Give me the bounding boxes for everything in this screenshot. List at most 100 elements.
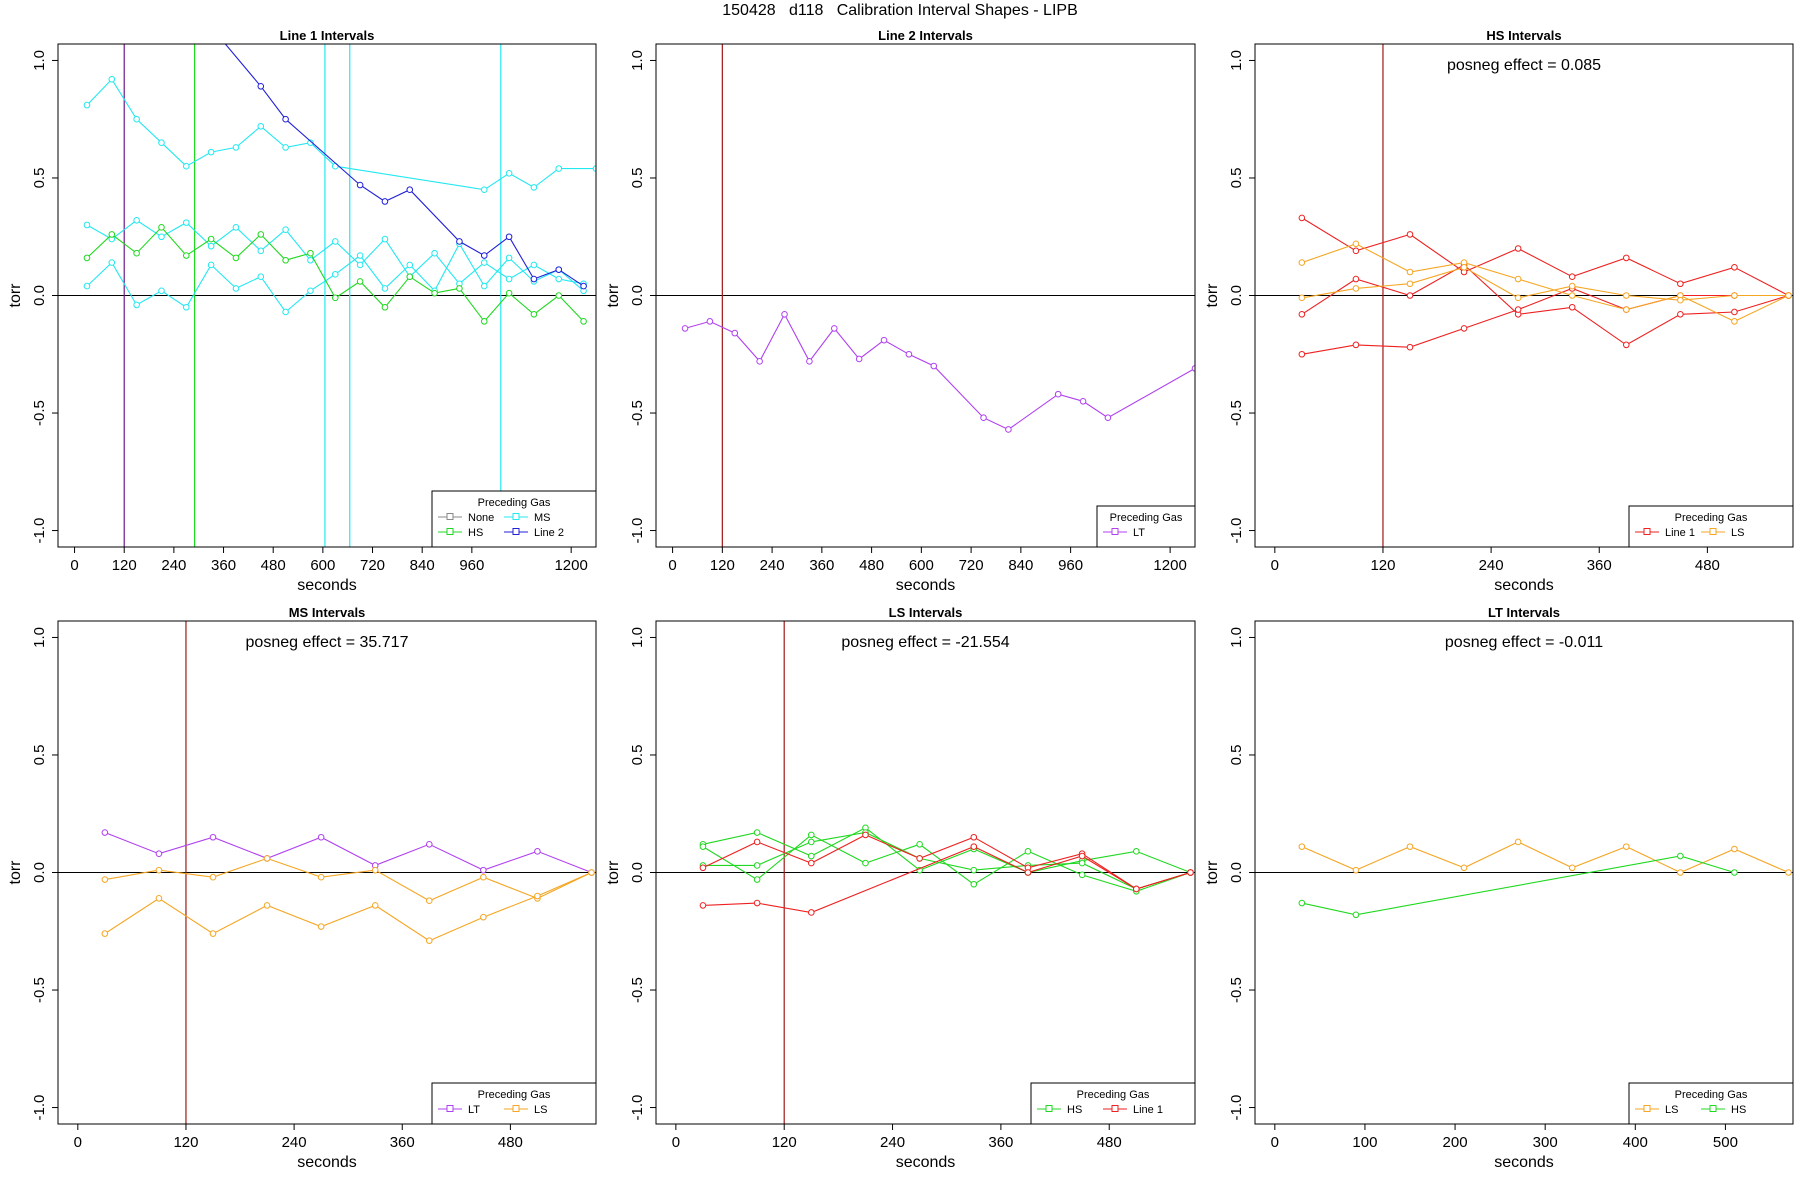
legend-title: Preceding Gas xyxy=(1675,1089,1748,1101)
y-tick-label: 0.5 xyxy=(629,745,646,766)
data-point xyxy=(753,899,761,907)
data-point xyxy=(133,249,140,257)
data-point xyxy=(1731,292,1738,299)
legend-swatch-marker xyxy=(446,1105,454,1112)
data-point xyxy=(534,848,541,855)
data-point xyxy=(207,261,215,269)
legend-entry-label: Line 1 xyxy=(1665,527,1695,539)
data-point xyxy=(1460,864,1468,872)
data-point xyxy=(505,233,513,241)
data-point xyxy=(1298,311,1306,318)
data-point xyxy=(282,226,289,233)
data-point xyxy=(555,292,563,299)
data-point xyxy=(580,318,587,325)
x-tick-label: 240 xyxy=(161,557,186,574)
data-point xyxy=(371,902,379,909)
data-point xyxy=(1298,899,1306,907)
y-tick-label: -0.5 xyxy=(1228,977,1245,1003)
x-tick-label: 600 xyxy=(310,557,335,574)
data-point xyxy=(1352,911,1360,919)
data-point xyxy=(209,873,217,881)
panel-title: Line 2 Intervals xyxy=(878,28,973,43)
data-point xyxy=(155,850,163,857)
data-point xyxy=(807,831,815,839)
legend-swatch-marker xyxy=(1643,528,1651,535)
x-tick-label: 400 xyxy=(1623,1134,1648,1151)
x-tick-label: 120 xyxy=(1370,557,1395,574)
data-point xyxy=(1104,414,1112,422)
data-point xyxy=(232,224,240,231)
data-point xyxy=(916,855,923,862)
x-axis-label: seconds xyxy=(1494,1154,1554,1171)
chart-panel-4: 0 120 240 360 480 seconds -1.0 -0.5 0.0 0.5 1.0 tor… xyxy=(7,605,597,1171)
data-point xyxy=(1054,390,1062,398)
legend: Preceding Gas LT xyxy=(1096,505,1196,548)
data-point xyxy=(1352,247,1360,255)
legend-box xyxy=(1628,505,1794,548)
data-point xyxy=(158,233,165,241)
legend-swatch-marker xyxy=(1709,528,1717,535)
x-tick-label: 360 xyxy=(1587,557,1612,574)
data-point xyxy=(425,840,433,848)
data-point xyxy=(108,231,116,238)
y-tick-label: -0.5 xyxy=(31,400,48,426)
x-tick-label: 960 xyxy=(459,557,484,574)
series-line-ls xyxy=(1301,243,1789,323)
data-point xyxy=(970,833,978,841)
series-line-ls xyxy=(104,871,592,942)
data-point xyxy=(381,198,389,205)
y-tick-label: 1.0 xyxy=(1228,50,1245,71)
data-point xyxy=(263,855,271,862)
y-tick-label: 0.0 xyxy=(629,862,646,883)
data-point xyxy=(83,101,91,109)
x-tick-label: 240 xyxy=(282,1134,307,1151)
data-point xyxy=(1731,869,1738,876)
legend-box xyxy=(1030,1082,1196,1125)
data-point xyxy=(1568,292,1576,299)
data-point xyxy=(158,139,165,147)
x-tick-label: 480 xyxy=(859,557,884,574)
x-tick-label: 360 xyxy=(809,557,834,574)
legend: Preceding Gas None MS HS Line 2 xyxy=(431,490,597,548)
series-line-line-1 xyxy=(1301,287,1789,355)
data-point xyxy=(356,278,364,285)
data-point xyxy=(356,181,364,189)
y-tick-label: -1.0 xyxy=(31,518,48,544)
y-tick-label: 0.0 xyxy=(31,862,48,883)
data-point xyxy=(1352,341,1360,349)
data-point xyxy=(101,829,109,836)
y-tick-label: 0.5 xyxy=(1228,745,1245,766)
legend-entry-label: LS xyxy=(1731,527,1744,539)
chart-panel-6: 0 100 200 300 400 500 seconds -1.0 -0.5 0.0 0.5 1.0… xyxy=(1204,605,1794,1171)
data-point xyxy=(588,869,595,876)
data-point xyxy=(331,294,339,302)
data-point xyxy=(257,83,265,90)
legend-title: Preceding Gas xyxy=(478,497,551,509)
legend-entry-label: HS xyxy=(1731,1104,1746,1116)
data-point xyxy=(530,311,538,318)
data-point xyxy=(1514,245,1522,252)
data-point xyxy=(381,285,389,292)
legend: Preceding Gas LT LS xyxy=(431,1082,597,1125)
y-tick-label: -0.5 xyxy=(31,977,48,1003)
legend-title: Preceding Gas xyxy=(1110,512,1183,524)
data-point xyxy=(862,831,869,839)
y-axis-label: torr xyxy=(605,860,622,885)
data-point xyxy=(425,937,433,944)
data-point xyxy=(431,289,438,297)
x-tick-label: 360 xyxy=(211,557,236,574)
data-point xyxy=(1406,280,1414,288)
legend-swatch-marker xyxy=(1111,528,1119,535)
y-axis-label: torr xyxy=(7,283,24,308)
x-tick-label: 840 xyxy=(410,557,435,574)
legend: Preceding Gas LS HS xyxy=(1628,1082,1794,1125)
legend-swatch-marker xyxy=(512,513,520,520)
data-point xyxy=(1731,845,1738,853)
data-point xyxy=(406,273,414,280)
x-tick-label: 0 xyxy=(70,557,78,574)
y-axis-label: torr xyxy=(1204,860,1221,885)
x-tick-label: 0 xyxy=(672,1134,680,1151)
data-point xyxy=(480,318,488,325)
x-axis-label: seconds xyxy=(1494,577,1554,594)
data-point xyxy=(158,224,165,231)
